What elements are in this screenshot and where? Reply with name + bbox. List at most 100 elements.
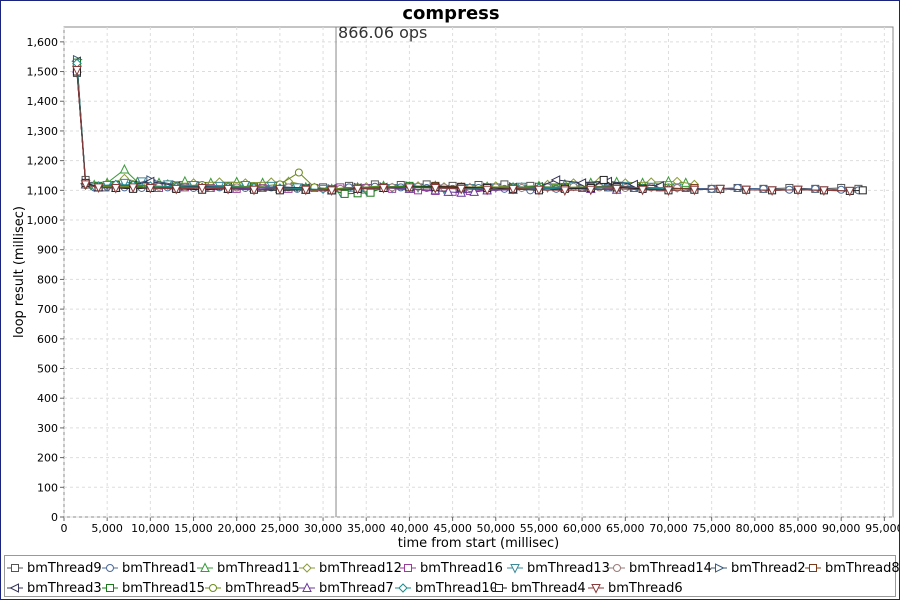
- y-tick-label: 400: [37, 392, 58, 405]
- legend-swatch-marker: [591, 584, 601, 594]
- data-point: [266, 181, 277, 192]
- legend-swatch: [197, 562, 213, 572]
- data-point: [611, 184, 622, 195]
- legend-swatch-marker: [302, 582, 312, 592]
- legend-item: bmThread2: [711, 558, 806, 578]
- data-point: [111, 183, 121, 194]
- data-point: [119, 163, 130, 174]
- legend-label: bmThread4: [511, 580, 586, 596]
- y-tick-label: 600: [37, 333, 58, 346]
- legend-item: bmThread14: [609, 558, 712, 578]
- x-axis-label: time from start (millisec): [398, 536, 559, 551]
- y-tick-label: 0: [51, 511, 58, 524]
- x-tick-label: 80,000: [736, 522, 775, 535]
- legend-item: bmThread4: [491, 578, 586, 598]
- legend-item: bmThread5: [205, 578, 300, 598]
- y-tick-label: 500: [37, 363, 58, 376]
- legend-item: bmThread6: [588, 578, 683, 598]
- legend-label: bmThread3: [27, 580, 102, 596]
- data-point: [443, 186, 454, 196]
- legend-item: bmThread15: [102, 578, 205, 598]
- y-tick-label: 1,200: [27, 155, 59, 168]
- legend-label: bmThread16: [420, 560, 503, 576]
- y-tick-label: 1,000: [27, 214, 59, 227]
- legend-swatch: [7, 583, 23, 593]
- legend-item: bmThread10: [395, 578, 498, 598]
- series-bmThread6: [72, 66, 855, 197]
- data-point: [456, 184, 467, 195]
- legend-swatch-marker: [715, 563, 725, 573]
- legend-swatch: [299, 582, 315, 592]
- legend-item: bmThread1: [102, 558, 197, 578]
- legend-swatch-marker: [809, 564, 817, 572]
- legend-label: bmThread14: [629, 560, 712, 576]
- legend-item: bmThread7: [299, 578, 394, 598]
- legend-swatch: [805, 564, 821, 572]
- x-tick-label: 20,000: [217, 522, 256, 535]
- legend-item: bmThread3: [7, 578, 102, 598]
- data-point: [837, 185, 846, 194]
- legend-label: bmThread10: [415, 580, 498, 596]
- data-point: [171, 184, 182, 195]
- y-tick-label: 100: [37, 481, 58, 494]
- legend-swatch-marker: [106, 564, 114, 572]
- x-tick-label: 25,000: [261, 522, 300, 535]
- x-tick-label: 5,000: [91, 522, 123, 535]
- data-point: [689, 185, 700, 196]
- y-tick-label: 200: [37, 452, 58, 465]
- y-tick-label: 900: [37, 244, 58, 257]
- data-point: [240, 180, 251, 191]
- data-point: [294, 168, 303, 177]
- legend-swatch-marker: [510, 564, 520, 574]
- legend-label: bmThread2: [731, 560, 806, 576]
- data-point: [378, 183, 389, 194]
- data-point: [340, 189, 349, 198]
- data-point: [576, 178, 587, 188]
- x-tick-label: 40,000: [390, 522, 429, 535]
- data-point: [508, 184, 518, 195]
- legend-swatch-marker: [200, 562, 210, 572]
- x-tick-label: 90,000: [822, 522, 861, 535]
- data-point: [550, 175, 561, 185]
- data-point: [811, 184, 820, 193]
- legend-swatch: [588, 584, 604, 594]
- legend-swatch: [507, 564, 523, 574]
- data-point: [145, 183, 156, 194]
- y-tick-label: 1,300: [27, 125, 59, 138]
- x-tick-label: 50,000: [477, 522, 516, 535]
- x-tick-label: 35,000: [347, 522, 386, 535]
- plot-area: 0 5,000 10,000 15,000 20,000 25,000 30,000 35,0…: [12, 23, 899, 551]
- data-point: [628, 179, 638, 190]
- data-point: [733, 183, 742, 192]
- y-tick-label: 300: [37, 422, 58, 435]
- legend-label: bmThread1: [122, 560, 197, 576]
- data-point: [715, 184, 726, 195]
- y-tick-label: 1,500: [27, 66, 59, 79]
- data-point: [767, 186, 777, 196]
- legend-swatch: [102, 564, 118, 572]
- legend-swatch-marker: [613, 564, 621, 572]
- y-tick-label: 1,100: [27, 184, 59, 197]
- legend-label: bmThread7: [319, 580, 394, 596]
- data-point: [275, 184, 285, 195]
- y-tick-label: 1,400: [27, 95, 59, 108]
- annotation-label: 866.06 ops: [338, 23, 427, 42]
- legend-item: bmThread8: [805, 558, 900, 578]
- legend-swatch: [205, 584, 221, 592]
- y-tick-label: 1,600: [27, 36, 59, 49]
- legend-swatch-marker: [11, 564, 19, 572]
- legend-swatch: [299, 563, 315, 573]
- data-point: [585, 185, 596, 196]
- legend-label: bmThread8: [825, 560, 900, 576]
- y-tick-label: 700: [37, 303, 58, 316]
- data-point: [352, 184, 363, 195]
- data-point: [430, 183, 441, 194]
- legend-swatch: [7, 564, 23, 572]
- data-point: [366, 188, 375, 197]
- data-point: [80, 180, 91, 191]
- data-point: [793, 185, 803, 196]
- x-tick-label: 85,000: [779, 522, 818, 535]
- y-tick-label: 800: [37, 273, 58, 286]
- legend-swatch-marker: [106, 584, 114, 592]
